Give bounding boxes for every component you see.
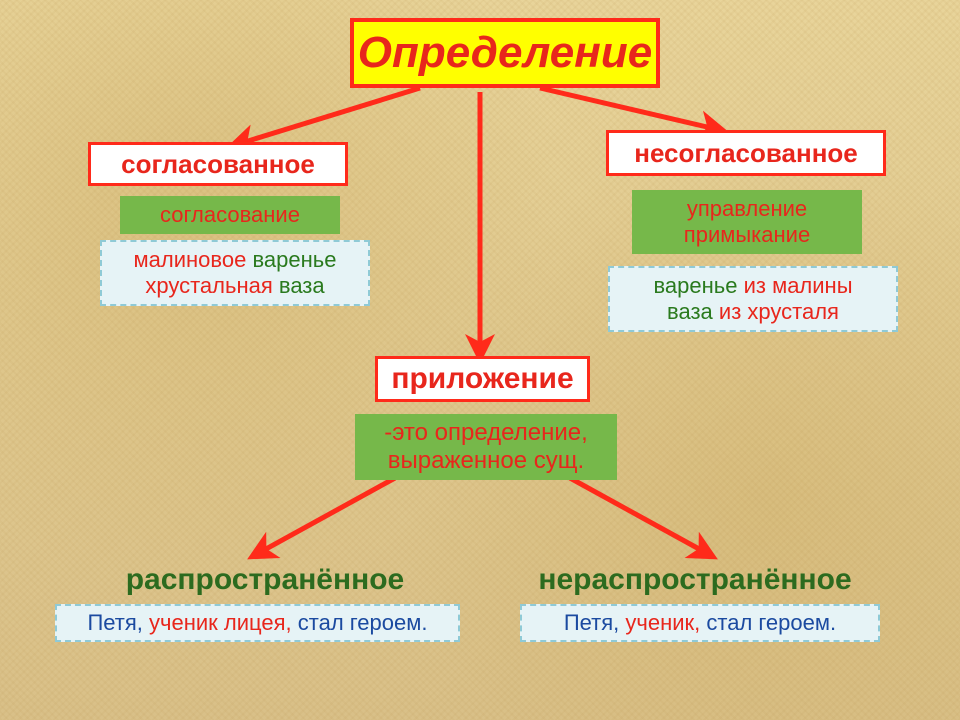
right-example: варенье из малинываза из хрусталя: [608, 266, 898, 332]
right-green: управлениепримыкание: [632, 190, 862, 254]
bottom-left-header: распространённое: [80, 560, 450, 600]
bottom-left-example: Петя, ученик лицея, стал героем.: [55, 604, 460, 642]
bottom-right-header: нераспространённое: [485, 560, 905, 600]
center-desc: -это определение,выраженное сущ.: [355, 414, 617, 480]
bottom-right-example: Петя, ученик, стал героем.: [520, 604, 880, 642]
center-header: приложение: [375, 356, 590, 402]
left-green: согласование: [120, 196, 340, 234]
left-example: малиновое вареньехрустальная ваза: [100, 240, 370, 306]
left-header: согласованное: [88, 142, 348, 186]
right-header: несогласованное: [606, 130, 886, 176]
title: Определение: [350, 18, 660, 88]
